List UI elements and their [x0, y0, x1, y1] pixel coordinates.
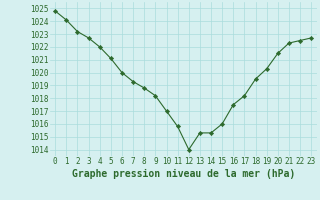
X-axis label: Graphe pression niveau de la mer (hPa): Graphe pression niveau de la mer (hPa)	[72, 169, 295, 179]
